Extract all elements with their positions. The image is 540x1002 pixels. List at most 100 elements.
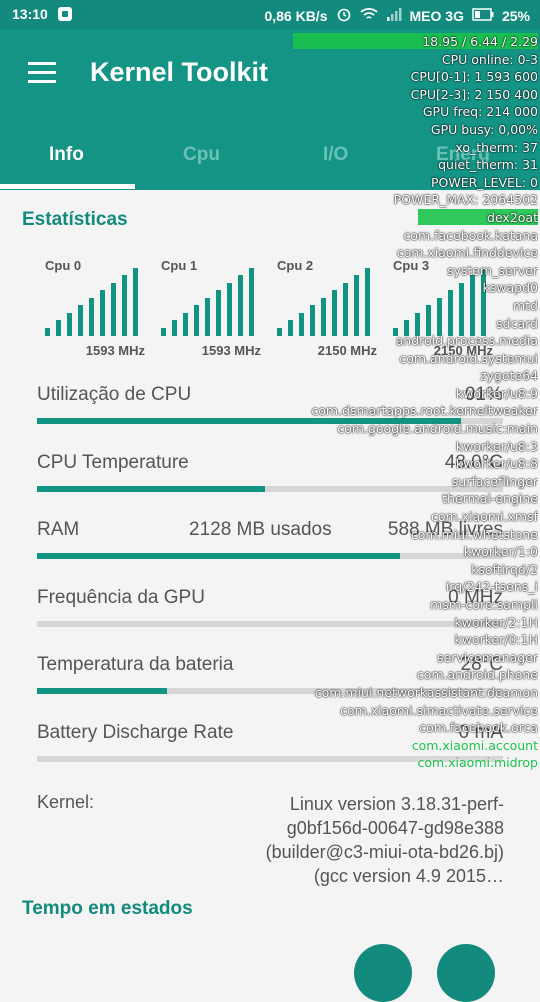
overlay-line: servicemanager xyxy=(293,649,538,667)
stat-progress-fill xyxy=(37,486,266,492)
cpu-frequency: 1593 MHz xyxy=(201,343,261,358)
stat-gpu-frequency[interactable]: Frequência da GPU 0 MHz xyxy=(37,587,503,647)
cpu-level-bar xyxy=(332,290,337,336)
battery-level: 25% xyxy=(501,7,530,24)
stat-detail: 2128 MB usados xyxy=(189,519,332,540)
overlay-text: mtd xyxy=(512,297,538,313)
cpu-level-bar xyxy=(122,275,127,336)
cpu-level-bar xyxy=(393,328,398,336)
cpu-level-bar xyxy=(56,320,61,336)
overlay-text: sdcard xyxy=(496,315,538,331)
overlay-line: msm-core:sampli xyxy=(293,596,538,614)
overlay-line: thermal-engine xyxy=(293,490,538,508)
stat-value: 91% xyxy=(464,384,503,405)
cpu-level-bar xyxy=(321,298,326,336)
stat-battery-discharge[interactable]: Battery Discharge Rate 0 mA xyxy=(37,722,503,782)
app-title: Kernel Toolkit xyxy=(90,57,269,87)
cpu-bars xyxy=(393,266,493,336)
cpu-level-bar xyxy=(133,268,138,336)
overlay-line: GPU busy: 0,00% xyxy=(293,121,538,139)
overlay-line: com.dsmartapps.root.kerneltweaker xyxy=(293,402,538,420)
cpu-frequency: 2150 MHz xyxy=(433,343,493,358)
cpu-label: Cpu 3 xyxy=(393,258,430,273)
tab-cpu[interactable]: Cpu xyxy=(183,144,220,165)
overlay-text: com.android.systemui xyxy=(399,350,538,366)
overlay-usage-bar xyxy=(417,208,538,225)
overlay-text: com.android.phone xyxy=(416,667,538,683)
cpu-level-bar xyxy=(415,313,420,336)
overlay-line: com.google.android.music:main xyxy=(293,420,538,438)
cpu-level-bar xyxy=(437,298,442,336)
cpu-level-bar xyxy=(343,283,348,336)
stat-progress-track xyxy=(37,756,503,762)
cpu-frequency: 2150 MHz xyxy=(317,343,377,358)
stat-progress-track xyxy=(37,688,503,694)
overlay-text: servicemanager xyxy=(437,649,538,665)
overlay-line: kworker/u8:8 xyxy=(293,455,538,473)
overlay-text: surfaceflinger xyxy=(451,473,538,489)
signal-icon xyxy=(386,7,402,24)
fab-button[interactable] xyxy=(437,944,495,1002)
cpu-level-bar xyxy=(299,313,304,336)
overlay-text: kworker/0:1H xyxy=(454,632,538,648)
stat-label: Battery Discharge Rate xyxy=(37,722,234,743)
overlay-line: POWER_MAX: 2064502 xyxy=(293,191,538,209)
tab-energy[interactable]: Energ xyxy=(436,144,490,165)
overlay-line: android.process.media xyxy=(293,332,538,350)
overlay-line: kworker/2:1H xyxy=(293,614,538,632)
overlay-text: kworker/u8:3 xyxy=(455,438,538,454)
cpu-level-bar xyxy=(404,320,409,336)
stat-cpu-usage[interactable]: Utilização de CPU 91% xyxy=(37,384,503,444)
fab-button[interactable] xyxy=(354,944,412,1002)
menu-icon[interactable] xyxy=(28,62,56,84)
overlay-line: com.xiaomi.midrop xyxy=(293,754,538,772)
cpu-level-bar xyxy=(172,320,177,336)
overlay-text: com.xiaomi.midrop xyxy=(417,755,538,771)
stat-battery-temperature[interactable]: Temperatura da bateria 28°C xyxy=(37,654,503,714)
overlay-text: CPU[2-3]: 2 150 400 xyxy=(410,86,538,102)
overlay-text: kswapd0 xyxy=(482,280,538,296)
overlay-line: kworker/u8:3 xyxy=(293,438,538,456)
cpu-label: Cpu 0 xyxy=(45,258,82,273)
overlay-text: com.facebook.katana xyxy=(403,227,538,243)
overlay-text: GPU freq: 214 000 xyxy=(422,104,538,120)
alarm-icon xyxy=(336,6,352,25)
overlay-text: com.xiaomi.xmsf xyxy=(431,509,538,525)
app-notification-icon xyxy=(57,7,72,21)
overlay-line: POWER_LEVEL: 0 xyxy=(293,174,538,192)
overlay-line: GPU freq: 214 000 xyxy=(293,103,538,121)
cpu-level-bar xyxy=(227,283,232,336)
cpu-level-bar xyxy=(448,290,453,336)
overlay-line: zygote64 xyxy=(293,367,538,385)
overlay-line: com.facebook.katana xyxy=(293,227,538,245)
stat-value: 588 MB livres xyxy=(387,519,503,540)
overlay-line: CPU[0-1]: 1 593 600 xyxy=(293,68,538,86)
cpu-level-bar xyxy=(161,328,166,336)
cpu-level-bar xyxy=(111,283,116,336)
stat-value: 48.0°C xyxy=(444,452,503,473)
time-in-state-title: Tempo em estados xyxy=(22,898,193,919)
overlay-text: system_server xyxy=(446,262,538,278)
overlay-text: 18.95 / 6.44 / 2.29 xyxy=(422,34,538,49)
overlay-line: kworker/1:0 xyxy=(293,543,538,561)
overlay-text: kworker/u8:9 xyxy=(455,385,538,401)
cpu-chart: Cpu 1 1593 MHz xyxy=(161,258,261,358)
stat-ram[interactable]: RAM 2128 MB usados 588 MB livres xyxy=(37,519,503,579)
tab-io[interactable]: I/O xyxy=(323,144,349,165)
overlay-line: mtd xyxy=(293,297,538,315)
cpu-level-bar xyxy=(470,275,475,336)
cpu-level-bar xyxy=(426,305,431,336)
carrier-name: MEO 3G xyxy=(409,7,464,24)
overlay-line: kworker/u8:9 xyxy=(293,385,538,403)
overlay-text: msm-core:sampli xyxy=(430,597,538,612)
tab-info[interactable]: Info xyxy=(49,144,84,165)
cpu-level-bar xyxy=(78,305,83,336)
cpu-level-bar xyxy=(459,283,464,336)
stat-cpu-temperature[interactable]: CPU Temperature 48.0°C xyxy=(37,452,503,512)
overlay-text: com.xiaomi.account xyxy=(411,737,538,753)
stat-label: Utilização de CPU xyxy=(37,384,192,405)
stat-progress-track xyxy=(37,486,503,492)
cpu-level-bar xyxy=(45,328,50,336)
stat-progress-track xyxy=(37,418,503,424)
cpu-level-bar xyxy=(365,268,370,336)
